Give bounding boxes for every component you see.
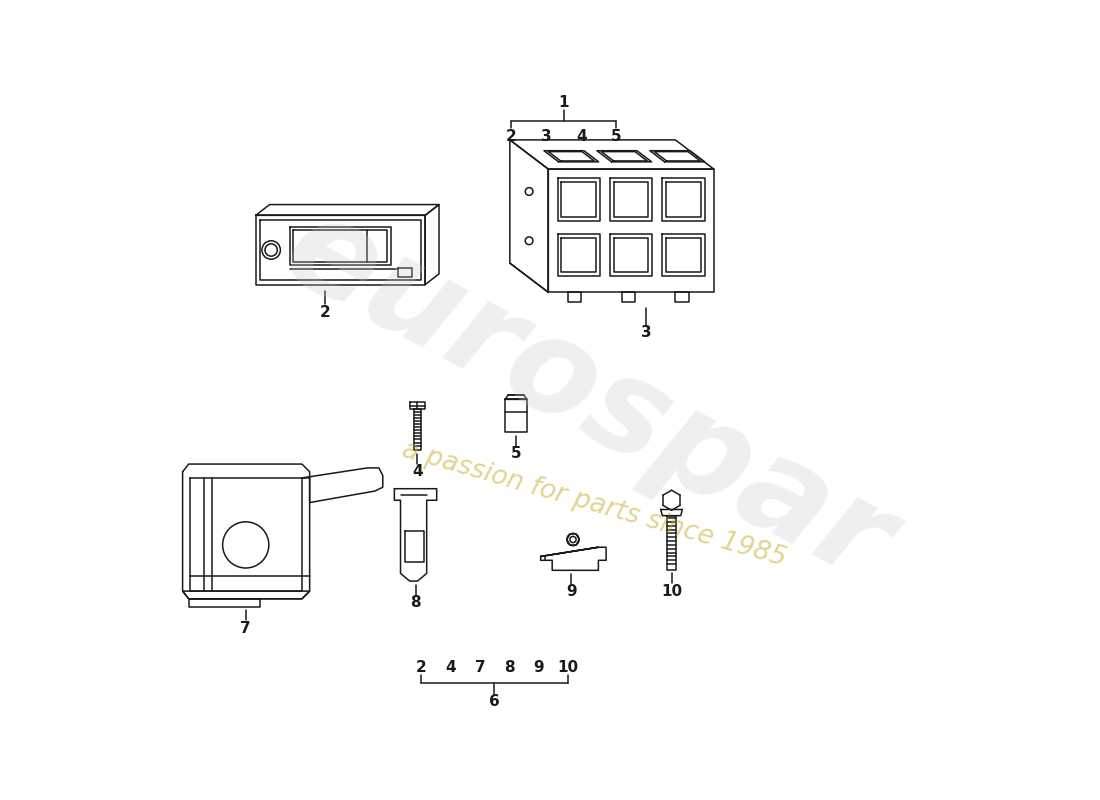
- Text: 2: 2: [320, 305, 330, 320]
- Text: eurospar: eurospar: [263, 184, 911, 609]
- Text: 4: 4: [412, 464, 422, 479]
- Text: 8: 8: [504, 660, 515, 675]
- Text: 7: 7: [241, 621, 251, 635]
- Text: 2: 2: [506, 129, 517, 143]
- Text: 8: 8: [410, 595, 421, 610]
- Text: 7: 7: [474, 660, 485, 675]
- Text: 10: 10: [557, 660, 579, 675]
- Text: 6: 6: [490, 694, 499, 709]
- Text: 3: 3: [641, 325, 651, 340]
- Text: 9: 9: [566, 584, 576, 599]
- Text: 9: 9: [534, 660, 543, 675]
- Text: 2: 2: [416, 660, 427, 675]
- Text: a passion for parts since 1985: a passion for parts since 1985: [399, 437, 790, 571]
- Text: 4: 4: [576, 129, 586, 143]
- Text: 4: 4: [446, 660, 455, 675]
- Text: 10: 10: [661, 584, 682, 598]
- Text: 5: 5: [510, 446, 521, 461]
- Text: 1: 1: [559, 94, 569, 110]
- Text: 3: 3: [541, 129, 551, 143]
- Text: 5: 5: [610, 129, 621, 143]
